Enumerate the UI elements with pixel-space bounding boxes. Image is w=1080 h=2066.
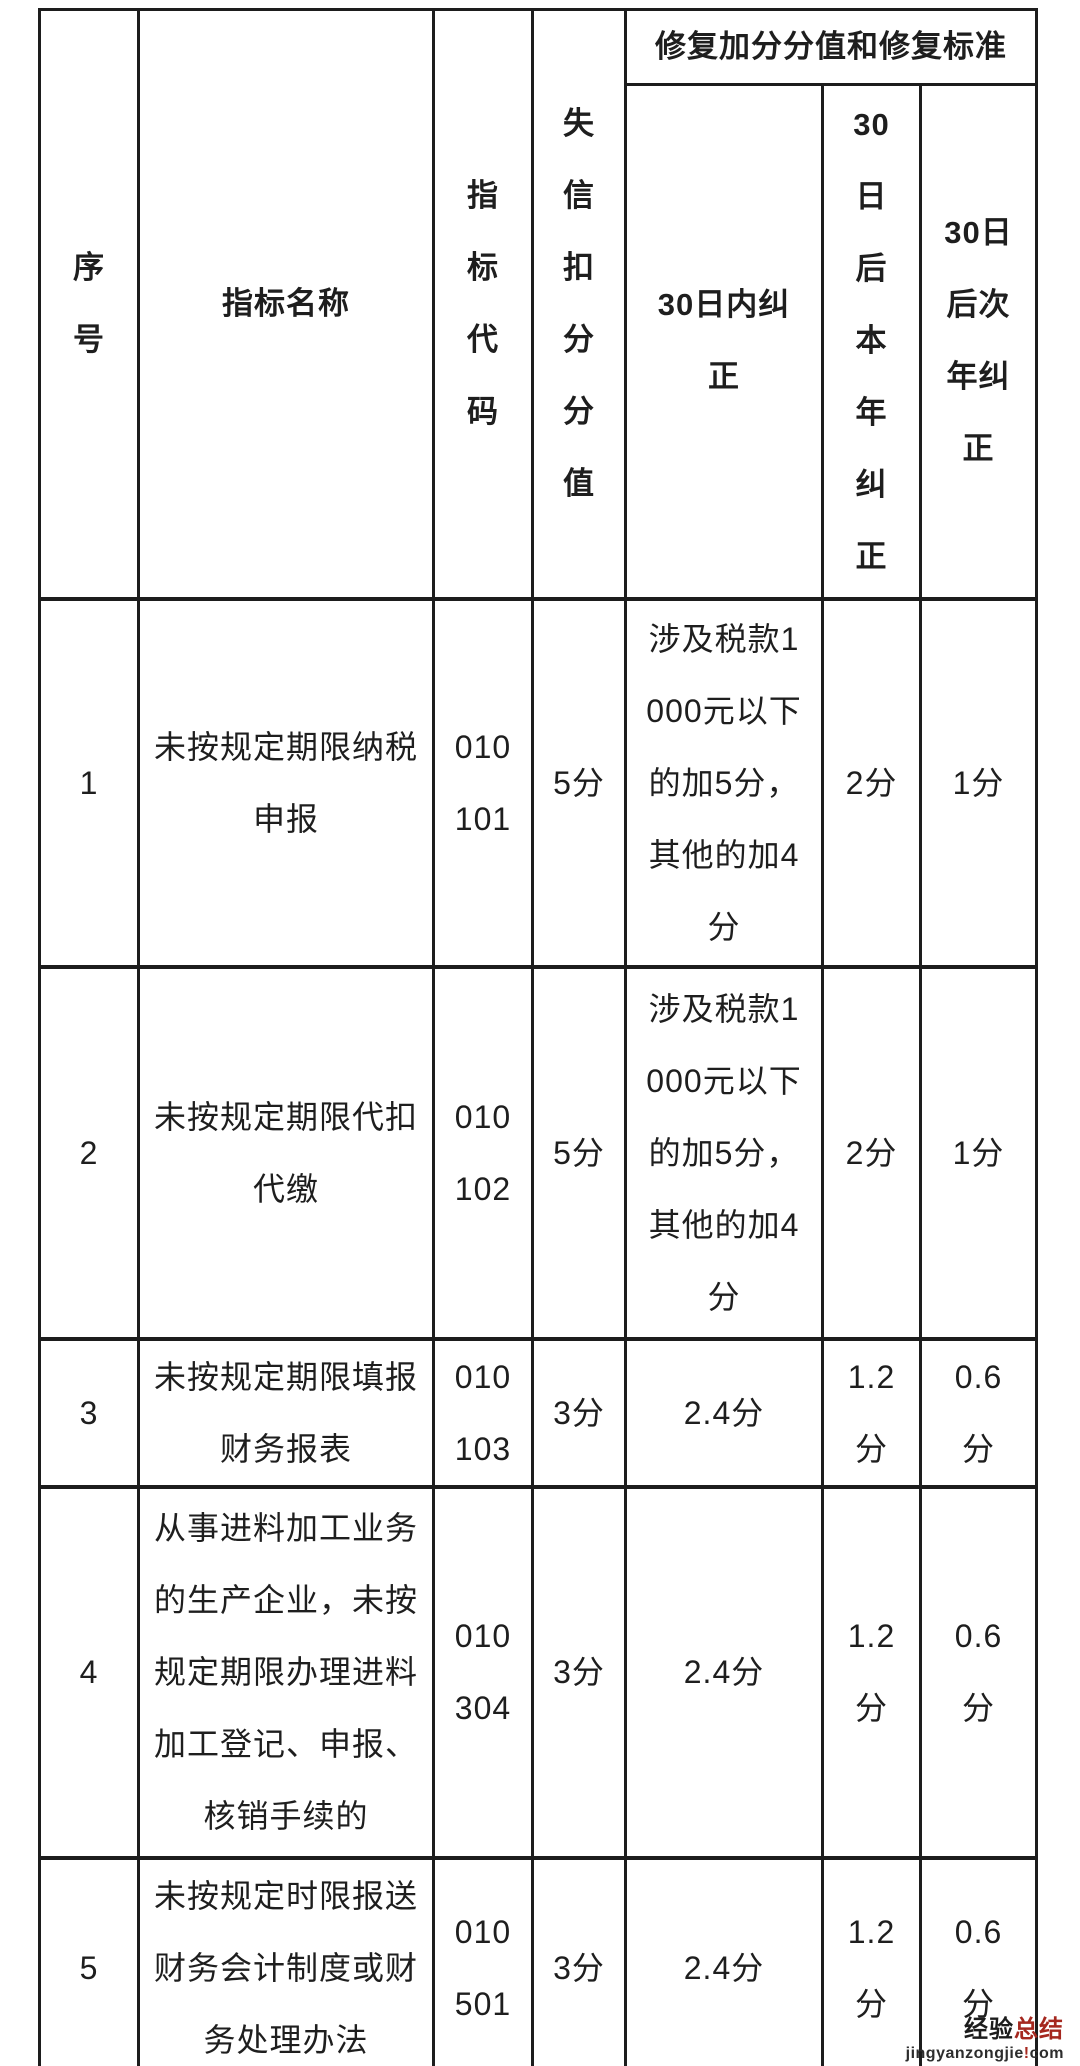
cell-correct-within-30: 2.4分 [624,1484,824,1859]
watermark-site: jingyanzongjie!com [906,2044,1064,2064]
cell-deduct-score: 5分 [531,964,627,1340]
cell-correct-same-year: 1.2 分 [821,1484,922,1859]
table-row: 4 从事进料加工业务 的生产企业，未按 规定期限办理进料 加工登记、申报、 核销… [38,1484,1039,1859]
cell-seq: 3 [38,1336,140,1488]
cell-indicator-name: 未按规定期限代扣 代缴 [137,964,435,1340]
cell-correct-next-year: 0.6 分 [918,1855,1039,2066]
header-indicator-name: 指标名称 [137,8,435,600]
cell-correct-same-year: 1.2 分 [821,1855,922,2066]
cell-indicator-code: 010 102 [432,964,534,1340]
cell-seq: 2 [38,964,140,1340]
cell-correct-same-year: 2分 [821,596,922,968]
cell-deduct-score: 3分 [531,1855,627,2066]
header-indicator-code: 指 标 代 码 [432,8,534,600]
table-row: 3 未按规定期限填报 财务报表 010 103 3分 2.4分 1.2 分 0.… [38,1336,1039,1488]
cell-seq: 1 [38,596,140,968]
cell-indicator-code: 010 103 [432,1336,534,1488]
cell-indicator-code: 010 501 [432,1855,534,2066]
cell-indicator-name: 从事进料加工业务 的生产企业，未按 规定期限办理进料 加工登记、申报、 核销手续… [137,1484,435,1859]
header-seq: 序 号 [38,8,140,600]
table-row: 1 未按规定期限纳税 申报 010 101 5分 涉及税款1 000元以下 的加… [38,596,1039,968]
cell-deduct-score: 3分 [531,1484,627,1859]
header-correct-after-30-same-year: 30 日 后 本 年 纠 正 [821,83,922,600]
cell-seq: 5 [38,1855,140,2066]
watermark-brand: 经验总结 [906,2016,1064,2044]
header-correct-within-30: 30日内纠 正 [624,83,824,600]
header-repair-group: 修复加分分值和修复标准 [623,8,1039,86]
cell-correct-next-year: 1分 [918,596,1039,968]
header-deduct-score: 失 信 扣 分 分 值 [531,8,627,600]
cell-correct-same-year: 1.2 分 [821,1336,922,1488]
watermark: 经验总结 jingyanzongjie!com [906,2016,1064,2064]
cell-deduct-score: 5分 [531,596,627,968]
cell-indicator-name: 未按规定期限纳税 申报 [137,596,435,968]
cell-correct-within-30: 2.4分 [624,1855,824,2066]
watermark-site-prefix: jingyanzongjie [905,2045,1024,2062]
cell-correct-same-year: 2分 [821,964,922,1340]
watermark-brand-red: 总结 [1014,2016,1064,2043]
cell-indicator-name: 未按规定时限报送 财务会计制度或财 务处理办法 [137,1855,435,2066]
cell-indicator-name: 未按规定期限填报 财务报表 [137,1336,435,1488]
cell-correct-within-30: 涉及税款1 000元以下 的加5分， 其他的加4 分 [624,596,824,968]
cell-correct-within-30: 2.4分 [624,1336,824,1488]
table-row: 5 未按规定时限报送 财务会计制度或财 务处理办法 010 501 3分 2.4… [38,1855,1039,2066]
cell-correct-next-year: 0.6 分 [918,1336,1039,1488]
header-correct-after-30-next-year: 30日 后次 年纠 正 [918,83,1039,600]
cell-correct-next-year: 1分 [918,964,1039,1340]
table-row: 2 未按规定期限代扣 代缴 010 102 5分 涉及税款1 000元以下 的加… [38,964,1039,1340]
cell-correct-within-30: 涉及税款1 000元以下 的加5分， 其他的加4 分 [624,964,824,1340]
watermark-site-separator: ! [1023,2045,1030,2062]
cell-deduct-score: 3分 [531,1336,627,1488]
watermark-site-suffix: com [1029,2045,1064,2062]
cell-indicator-code: 010 304 [432,1484,534,1859]
cell-seq: 4 [38,1484,140,1859]
cell-correct-next-year: 0.6 分 [918,1484,1039,1859]
cell-indicator-code: 010 101 [432,596,534,968]
watermark-brand-black: 经验 [964,2016,1014,2043]
credit-score-table: 序 号 指标名称 指 标 代 码 失 信 扣 分 分 值 修复加分分值和修复标准… [38,8,1039,2066]
